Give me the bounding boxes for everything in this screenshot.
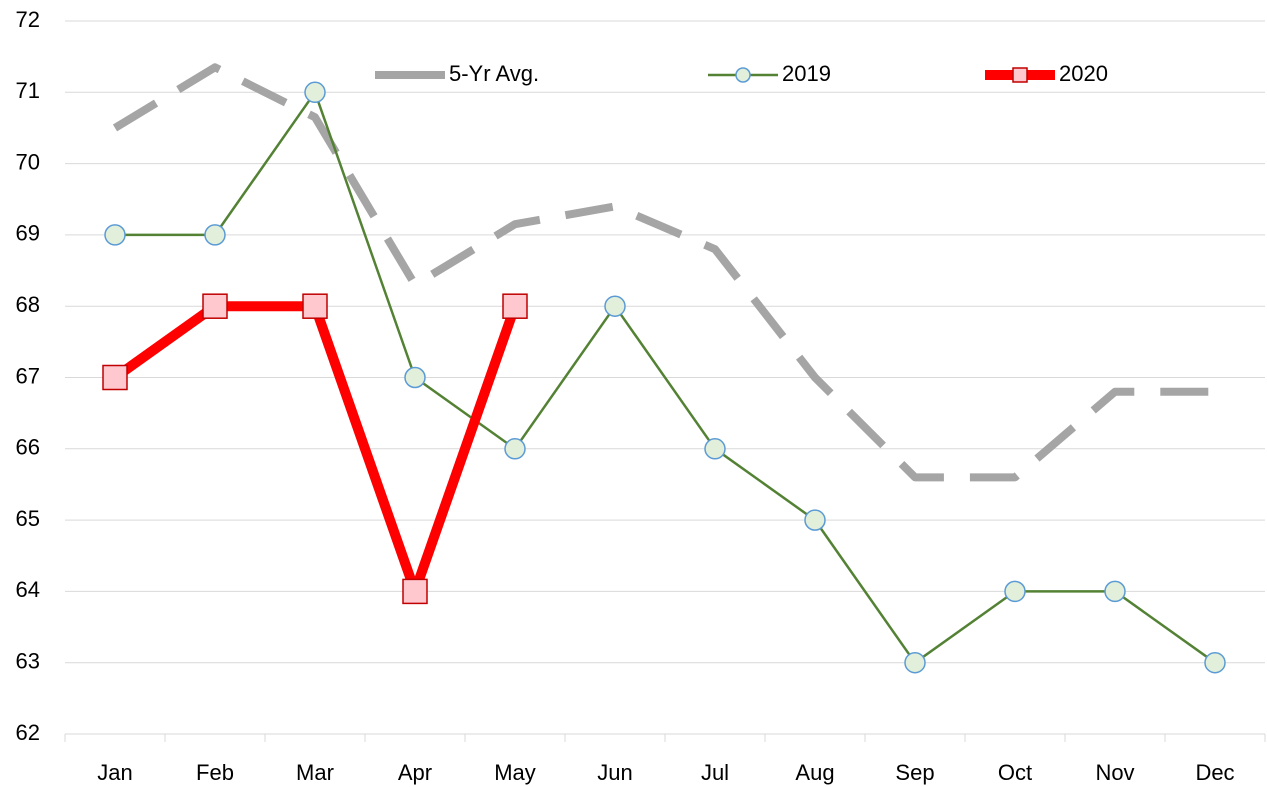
legend-marker [1012, 67, 1028, 83]
x-tick-label: Oct [998, 760, 1032, 785]
x-tick-label: Apr [398, 760, 432, 785]
marker [104, 224, 126, 246]
legend-label: 2019 [782, 61, 831, 86]
x-tick-label: Sep [895, 760, 934, 785]
y-tick-label: 62 [16, 720, 40, 745]
marker [1204, 651, 1226, 674]
y-tick-label: 63 [16, 649, 40, 674]
marker [804, 509, 826, 531]
marker [202, 293, 228, 319]
marker [304, 81, 326, 104]
legend-label: 5-Yr Avg. [449, 61, 539, 86]
x-tick-label: May [494, 760, 536, 785]
marker [404, 366, 426, 389]
series-line [112, 63, 1215, 482]
marker [502, 293, 528, 319]
marker [604, 295, 626, 317]
y-tick-label: 66 [16, 435, 40, 460]
x-tick-label: Feb [196, 760, 234, 785]
legend-label: 2020 [1059, 61, 1108, 86]
series-line [115, 91, 1216, 664]
marker [1004, 580, 1026, 603]
y-tick-label: 68 [16, 292, 40, 317]
marker [704, 438, 726, 460]
marker [1104, 580, 1126, 603]
y-tick-label: 72 [16, 7, 40, 32]
x-tick-label: Jul [701, 760, 729, 785]
x-tick-label: Mar [296, 760, 334, 785]
y-tick-label: 65 [16, 506, 40, 531]
x-tick-label: Aug [795, 760, 834, 785]
x-tick-label: Jan [97, 760, 132, 785]
marker [302, 293, 328, 319]
y-tick-label: 67 [16, 363, 40, 388]
y-tick-label: 69 [16, 221, 40, 246]
marker [904, 651, 926, 674]
marker [504, 438, 526, 460]
x-tick-label: Nov [1095, 760, 1134, 785]
y-tick-label: 64 [16, 577, 40, 602]
legend-marker [735, 67, 751, 83]
marker [402, 578, 428, 605]
y-tick-label: 71 [16, 78, 40, 103]
marker [204, 224, 226, 246]
marker [102, 364, 128, 391]
y-tick-label: 70 [16, 149, 40, 174]
x-tick-label: Jun [597, 760, 632, 785]
x-tick-label: Dec [1195, 760, 1234, 785]
